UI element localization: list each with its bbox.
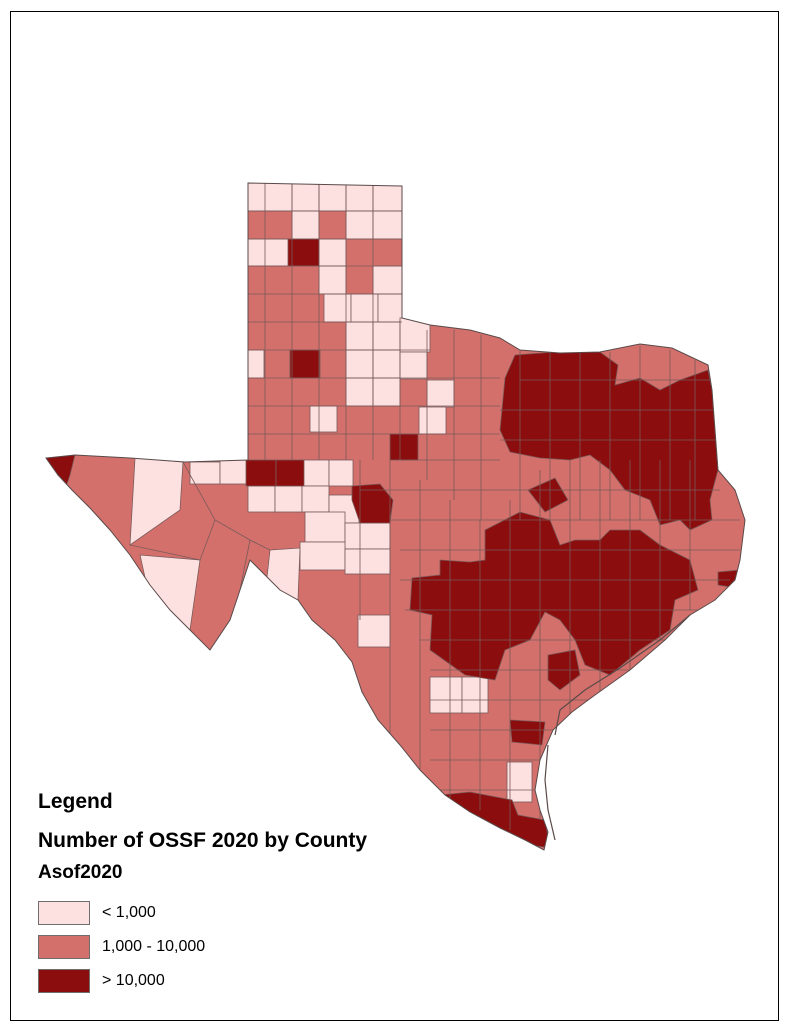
county-low <box>291 183 320 212</box>
county-high <box>245 459 277 487</box>
county-low <box>299 541 346 571</box>
county-low <box>344 522 391 550</box>
county-low <box>318 265 347 295</box>
county-low <box>399 351 428 380</box>
legend-item-medium: 1,000 - 10,000 <box>38 930 367 964</box>
legend-label-high: > 10,000 <box>102 972 165 989</box>
county-low <box>345 321 374 351</box>
county-low <box>345 377 374 407</box>
legend-label-low: < 1,000 <box>102 904 156 921</box>
county-high <box>289 349 321 379</box>
legend-subtitle: Number of OSSF 2020 by County <box>38 829 368 852</box>
county-high <box>275 459 305 487</box>
county-low <box>264 547 301 601</box>
county-low <box>429 676 463 714</box>
county-low <box>323 293 352 323</box>
county-low <box>461 676 489 714</box>
legend-swatch-low <box>38 901 90 925</box>
county-low <box>372 183 403 212</box>
county-low <box>372 265 403 295</box>
county-high <box>287 238 320 267</box>
county-low <box>219 459 249 485</box>
county-layer <box>46 183 745 850</box>
county-low <box>247 485 276 513</box>
county-low <box>372 210 403 240</box>
county-low <box>274 485 303 513</box>
county-low <box>345 183 374 212</box>
county-low <box>245 238 293 267</box>
legend-swatch-medium <box>38 935 90 959</box>
county-low <box>245 183 293 212</box>
county-low <box>304 511 346 543</box>
county-low <box>318 238 347 267</box>
county-low <box>372 321 401 351</box>
county-high <box>499 351 719 531</box>
legend-title: Legend <box>38 790 113 813</box>
county-low <box>344 548 391 575</box>
county-low <box>377 293 403 323</box>
county-low <box>318 183 347 212</box>
county-low <box>239 349 265 379</box>
county-borders <box>129 183 740 830</box>
county-high <box>409 511 699 681</box>
legend-label-medium: 1,000 - 10,000 <box>102 938 206 955</box>
county-low <box>418 406 447 435</box>
county-low <box>189 461 221 485</box>
county-low <box>399 317 431 353</box>
barrier-island <box>544 744 556 841</box>
county-low <box>345 349 374 379</box>
county-low <box>345 210 374 240</box>
legend-layer-name: Asof2020 <box>38 862 123 883</box>
county-low <box>301 485 330 513</box>
legend-item-high: > 10,000 <box>38 964 367 998</box>
county-low <box>309 405 338 433</box>
county-high <box>389 433 419 461</box>
county-low <box>506 761 533 803</box>
coastline <box>554 614 691 736</box>
county-low <box>350 293 379 323</box>
county-high <box>527 477 569 513</box>
legend-swatch-high <box>38 969 90 993</box>
legend: Legend Number of OSSF 2020 by County Aso… <box>38 790 367 998</box>
county-low <box>291 210 320 240</box>
county-low <box>328 459 354 487</box>
county-low <box>139 554 201 631</box>
county-low <box>426 379 455 408</box>
county-low <box>301 459 330 487</box>
county-high <box>509 719 546 746</box>
county-low <box>357 614 391 648</box>
legend-item-low: < 1,000 <box>38 896 367 930</box>
county-low <box>372 349 401 379</box>
county-low <box>372 377 401 407</box>
